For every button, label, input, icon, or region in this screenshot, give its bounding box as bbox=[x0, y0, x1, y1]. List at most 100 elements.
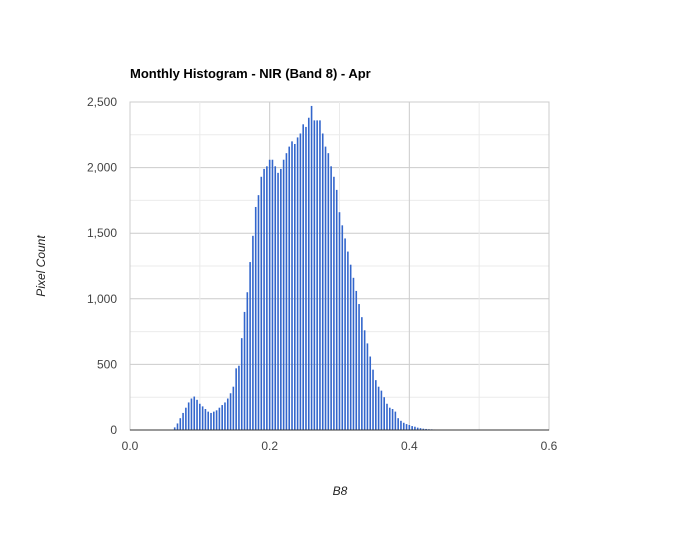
histogram-bar bbox=[341, 225, 344, 430]
histogram-bar bbox=[355, 290, 358, 430]
y-tick-label: 2,500 bbox=[87, 95, 117, 109]
histogram-bar bbox=[375, 380, 377, 430]
histogram-bar bbox=[288, 146, 291, 431]
histogram-bar bbox=[271, 159, 274, 431]
histogram-bar bbox=[327, 153, 330, 431]
histogram-bar bbox=[252, 235, 254, 430]
y-tick-label: 2,000 bbox=[87, 161, 117, 175]
histogram-bar bbox=[383, 397, 385, 430]
histogram-bar bbox=[307, 117, 310, 431]
histogram-bar bbox=[249, 262, 251, 430]
histogram-bar bbox=[240, 338, 243, 430]
histogram-bar bbox=[187, 402, 190, 430]
histogram-bar bbox=[313, 120, 316, 431]
histogram-bar bbox=[221, 405, 223, 430]
histogram-bar bbox=[268, 159, 271, 431]
x-tick-label: 0.2 bbox=[261, 439, 278, 453]
histogram-bar bbox=[333, 176, 335, 430]
histogram-bar bbox=[344, 238, 346, 430]
y-tick-label: 1,500 bbox=[87, 226, 117, 240]
histogram-bar bbox=[414, 426, 416, 430]
histogram-bar bbox=[349, 264, 352, 430]
histogram-bar bbox=[405, 424, 408, 430]
x-tick-label: 0.0 bbox=[122, 439, 139, 453]
histogram-bar bbox=[302, 124, 304, 431]
histogram-bar bbox=[330, 166, 332, 431]
histogram-bar bbox=[369, 356, 372, 430]
histogram-bar bbox=[321, 133, 324, 431]
histogram-bar bbox=[218, 407, 221, 430]
histogram-bar bbox=[305, 126, 307, 431]
histogram-bar bbox=[402, 422, 405, 430]
histogram-bar bbox=[408, 425, 411, 430]
y-tick-label: 1,000 bbox=[87, 292, 117, 306]
histogram-bar bbox=[226, 398, 229, 430]
histogram-bar bbox=[238, 365, 240, 430]
histogram-bar bbox=[310, 105, 313, 430]
histogram-bar bbox=[204, 409, 207, 430]
histogram-bar bbox=[254, 206, 257, 430]
y-axis-title: Pixel Count bbox=[34, 235, 48, 297]
histogram-bar bbox=[274, 166, 277, 431]
histogram-bar bbox=[388, 407, 391, 430]
histogram-bar bbox=[324, 146, 327, 431]
x-tick-label: 0.6 bbox=[541, 439, 558, 453]
histogram-bar bbox=[173, 427, 176, 430]
histogram-bar bbox=[210, 412, 212, 430]
histogram-bar bbox=[193, 396, 196, 430]
histogram-bar bbox=[215, 410, 218, 430]
histogram-bar bbox=[335, 189, 338, 430]
histogram-bar bbox=[352, 277, 355, 430]
histogram-bar bbox=[419, 428, 422, 430]
histogram-bar bbox=[229, 393, 232, 430]
histogram-bar bbox=[361, 317, 363, 430]
histogram-bar bbox=[366, 343, 369, 430]
histogram-bar bbox=[207, 411, 210, 430]
histogram-bar bbox=[257, 195, 260, 430]
histogram-bar bbox=[347, 251, 349, 430]
histogram-bar bbox=[386, 403, 388, 430]
histogram-bar bbox=[263, 168, 265, 430]
histogram-bar bbox=[363, 330, 366, 430]
histogram-bar bbox=[358, 304, 360, 430]
histogram-bar bbox=[299, 133, 302, 431]
histogram-bar bbox=[232, 386, 235, 430]
histogram-bar bbox=[213, 411, 215, 430]
histogram-bar bbox=[316, 120, 318, 431]
histogram-bar bbox=[176, 423, 179, 430]
histogram-bar bbox=[260, 176, 263, 430]
histogram-bar bbox=[425, 428, 427, 430]
histogram-bar bbox=[391, 409, 394, 430]
histogram-bar bbox=[199, 403, 201, 430]
histogram-bar bbox=[285, 153, 288, 431]
histogram-bar bbox=[394, 411, 397, 430]
histogram-bar bbox=[411, 426, 413, 430]
x-axis-title: B8 bbox=[333, 484, 348, 498]
histogram-bar bbox=[422, 428, 425, 430]
histogram-bar bbox=[291, 141, 293, 431]
histogram-bar bbox=[224, 402, 226, 430]
histogram-bar bbox=[179, 418, 182, 430]
histogram-bar bbox=[277, 172, 279, 430]
histogram-bar bbox=[294, 143, 296, 431]
histogram-bar bbox=[266, 166, 268, 431]
y-tick-label: 500 bbox=[97, 357, 117, 371]
histogram-bar bbox=[185, 407, 187, 430]
bar-layer bbox=[173, 105, 458, 431]
histogram-bar bbox=[397, 418, 399, 430]
histogram-bar bbox=[416, 427, 419, 430]
histogram-bar bbox=[377, 386, 380, 430]
histogram-bar bbox=[182, 412, 184, 430]
histogram-bar bbox=[296, 137, 299, 431]
y-tick-label: 0 bbox=[110, 423, 117, 437]
histogram-bar bbox=[280, 168, 282, 430]
histogram-bar bbox=[400, 420, 402, 430]
histogram-bar bbox=[190, 398, 193, 430]
histogram-bar bbox=[282, 159, 285, 431]
histogram-bar bbox=[319, 120, 321, 431]
histogram-bar bbox=[246, 292, 249, 430]
histogram-bar bbox=[338, 212, 341, 430]
x-tick-label: 0.4 bbox=[401, 439, 418, 453]
